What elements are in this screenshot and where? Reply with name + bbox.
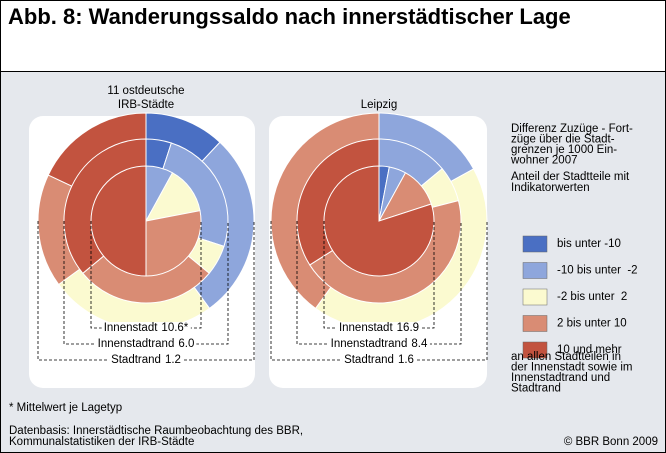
- ring-name: Innenstadtrand: [331, 338, 408, 350]
- legend-swatch: [522, 262, 548, 279]
- legend-label: -2 bis unter 2: [557, 291, 627, 303]
- legend-title: züge über die Stadt-: [511, 134, 615, 146]
- legend-note: an allen Stadtteilen in: [511, 351, 621, 363]
- legend-title: Differenz Zuzüge - Fort-: [511, 123, 633, 135]
- ring-label: Stadtrand 1.6: [344, 354, 414, 366]
- label-bg: [328, 338, 430, 351]
- legend-note: der Innenstadt sowie im: [511, 362, 632, 374]
- ring-name: Innenstadt: [339, 322, 394, 334]
- ring-mean: 1.6: [398, 354, 414, 366]
- legend-swatch: [522, 315, 548, 332]
- ring-label: Innenstadtrand 8.4: [331, 338, 428, 350]
- ring-label: Innenstadt 16.9: [339, 322, 419, 334]
- legend-swatch: [522, 341, 548, 359]
- legend-subtitle: Indikatorwerten: [511, 182, 590, 194]
- legend-title: wohner 2007: [510, 155, 578, 167]
- ring-name: Innenstadt: [104, 322, 159, 334]
- source: Datenbasis: Innerstädtische Raumbeobacht…: [9, 425, 303, 437]
- ring-label: Innenstadt 10.6*: [104, 322, 189, 334]
- label-bg: [336, 322, 422, 335]
- ring-name: Stadtrand: [111, 354, 161, 366]
- ring-label: Stadtrand 1.2: [111, 354, 181, 366]
- ring-label: Innenstadtrand 6.0: [98, 338, 195, 350]
- legend-label: 10 und mehr: [557, 344, 622, 356]
- legend-note: Innenstadtrand und: [511, 372, 610, 384]
- label-bg: [95, 338, 197, 351]
- legend-label: bis unter -10: [557, 238, 621, 250]
- label-bg: [342, 354, 416, 367]
- chart-title: 11 ostdeutsche IRB-Städte: [107, 85, 184, 111]
- legend-swatch: [522, 288, 548, 306]
- ring-mean: 6.0: [178, 338, 194, 350]
- legend-label: 2 bis unter 10: [557, 318, 627, 330]
- label-bg: [101, 322, 191, 335]
- ring-segment: [323, 165, 435, 277]
- ring-mean: 1.2: [165, 354, 181, 366]
- legend-swatch: [522, 235, 548, 253]
- ring-name: Innenstadtrand: [98, 338, 175, 350]
- ring-segment: [145, 210, 202, 277]
- ring-name: Stadtrand: [344, 354, 394, 366]
- footnote: * Mittelwert je Lagetyp: [9, 402, 122, 414]
- chart-title: Leipzig: [361, 99, 397, 111]
- source: Kommunalstatistiken der IRB-Städte: [9, 436, 194, 448]
- legend-label: -10 bis unter -2: [557, 265, 638, 277]
- legend-subtitle: Anteil der Stadtteile mit: [511, 171, 630, 183]
- ring-mean: 8.4: [411, 338, 428, 350]
- legend-title: grenzen je 1000 Ein-: [511, 144, 617, 156]
- title: Abb. 8: Wanderungssaldo nach innerstädti…: [1, 1, 665, 72]
- ring-mean: 16.9: [397, 322, 419, 334]
- label-bg: [109, 354, 183, 367]
- copyright: © BBR Bonn 2009: [564, 436, 658, 448]
- legend-note: Stadtrand: [511, 383, 561, 395]
- ring-mean: 10.6*: [161, 322, 188, 334]
